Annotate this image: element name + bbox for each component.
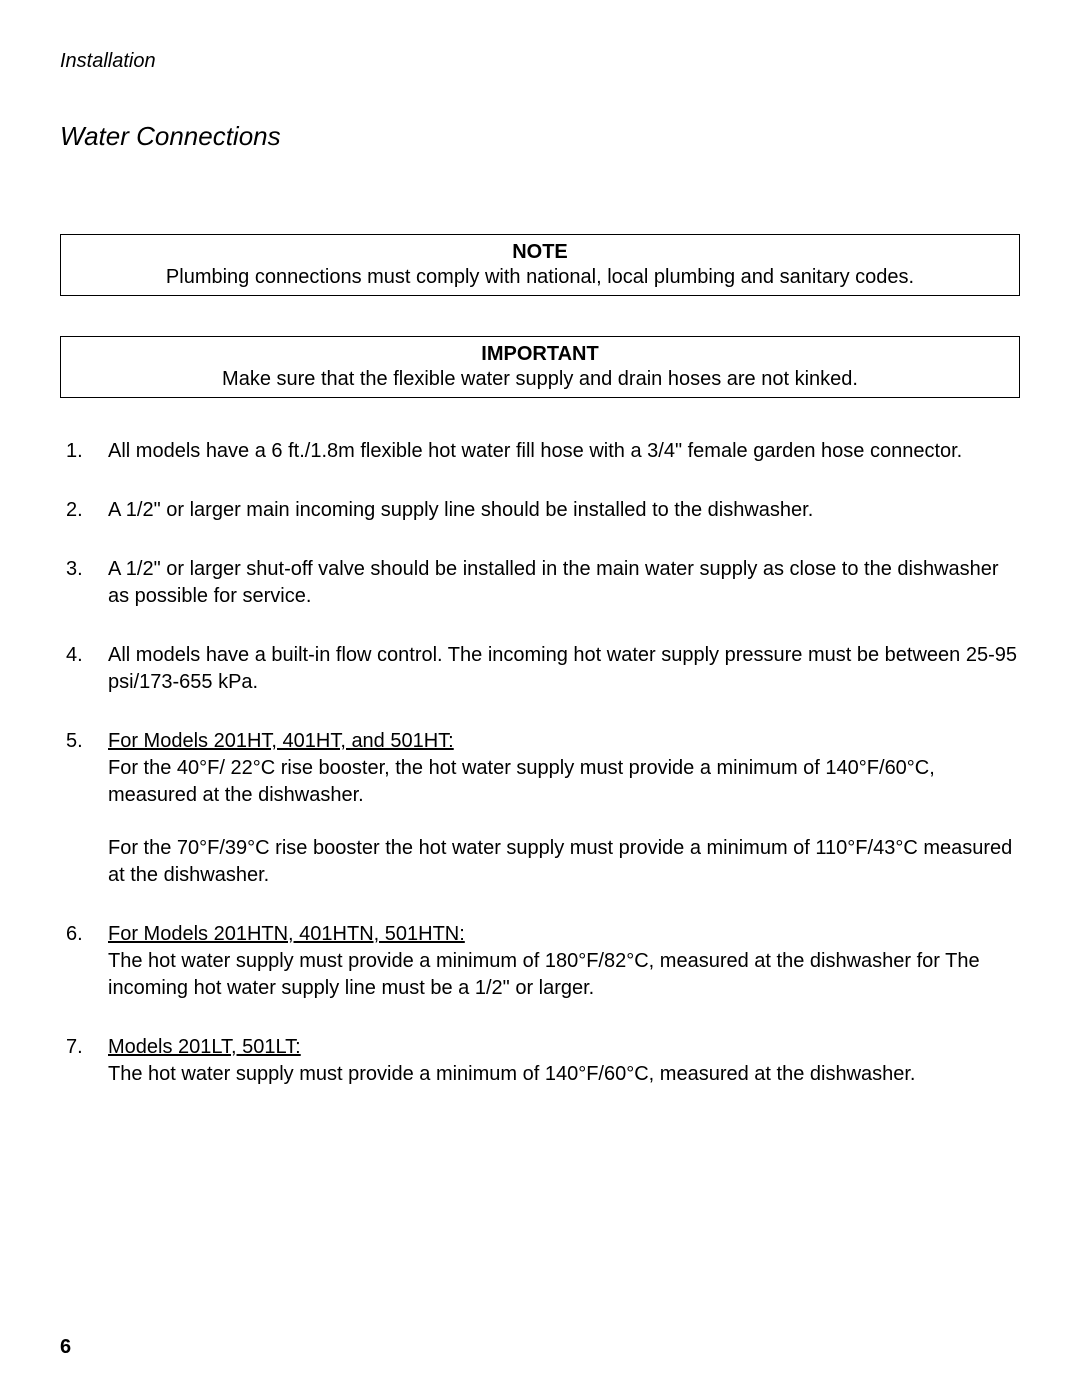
list-item: 5. For Models 201HT, 401HT, and 501HT: F… — [60, 728, 1020, 889]
numbered-list: 1. All models have a 6 ft./1.8m flexible… — [60, 438, 1020, 1088]
list-content: Models 201LT, 501LT: The hot water suppl… — [108, 1034, 1020, 1088]
list-content: For Models 201HT, 401HT, and 501HT: For … — [108, 728, 1020, 889]
list-text: For the 70°F/39°C rise booster the hot w… — [108, 835, 1020, 889]
list-number: 1. — [60, 438, 108, 465]
model-heading: For Models 201HT, 401HT, and 501HT: — [108, 728, 1020, 755]
list-number: 4. — [60, 642, 108, 696]
breadcrumb: Installation — [60, 50, 1020, 73]
model-heading: Models 201LT, 501LT: — [108, 1034, 1020, 1061]
important-box: IMPORTANT Make sure that the flexible wa… — [60, 336, 1020, 398]
list-text: A 1/2" or larger shut-off valve should b… — [108, 556, 1020, 610]
note-title: NOTE — [73, 241, 1007, 264]
list-text: For the 40°F/ 22°C rise booster, the hot… — [108, 755, 1020, 809]
list-text: The hot water supply must provide a mini… — [108, 948, 1020, 1002]
list-text: A 1/2" or larger main incoming supply li… — [108, 497, 1020, 524]
list-number: 6. — [60, 921, 108, 1002]
page-number: 6 — [60, 1336, 71, 1359]
list-number: 2. — [60, 497, 108, 524]
list-item: 4. All models have a built-in flow contr… — [60, 642, 1020, 696]
note-text: Plumbing connections must comply with na… — [73, 266, 1007, 289]
important-title: IMPORTANT — [73, 343, 1007, 366]
section-title: Water Connections — [60, 121, 1020, 152]
important-text: Make sure that the flexible water supply… — [73, 368, 1007, 391]
list-item: 2. A 1/2" or larger main incoming supply… — [60, 497, 1020, 524]
list-text: The hot water supply must provide a mini… — [108, 1061, 1020, 1088]
list-number: 5. — [60, 728, 108, 889]
list-content: For Models 201HTN, 401HTN, 501HTN: The h… — [108, 921, 1020, 1002]
list-item: 6. For Models 201HTN, 401HTN, 501HTN: Th… — [60, 921, 1020, 1002]
list-item: 1. All models have a 6 ft./1.8m flexible… — [60, 438, 1020, 465]
note-box: NOTE Plumbing connections must comply wi… — [60, 234, 1020, 296]
list-item: 3. A 1/2" or larger shut-off valve shoul… — [60, 556, 1020, 610]
list-text: All models have a 6 ft./1.8m flexible ho… — [108, 438, 1020, 465]
list-item: 7. Models 201LT, 501LT: The hot water su… — [60, 1034, 1020, 1088]
list-text: All models have a built-in flow control.… — [108, 642, 1020, 696]
list-number: 7. — [60, 1034, 108, 1088]
list-number: 3. — [60, 556, 108, 610]
model-heading: For Models 201HTN, 401HTN, 501HTN: — [108, 921, 1020, 948]
